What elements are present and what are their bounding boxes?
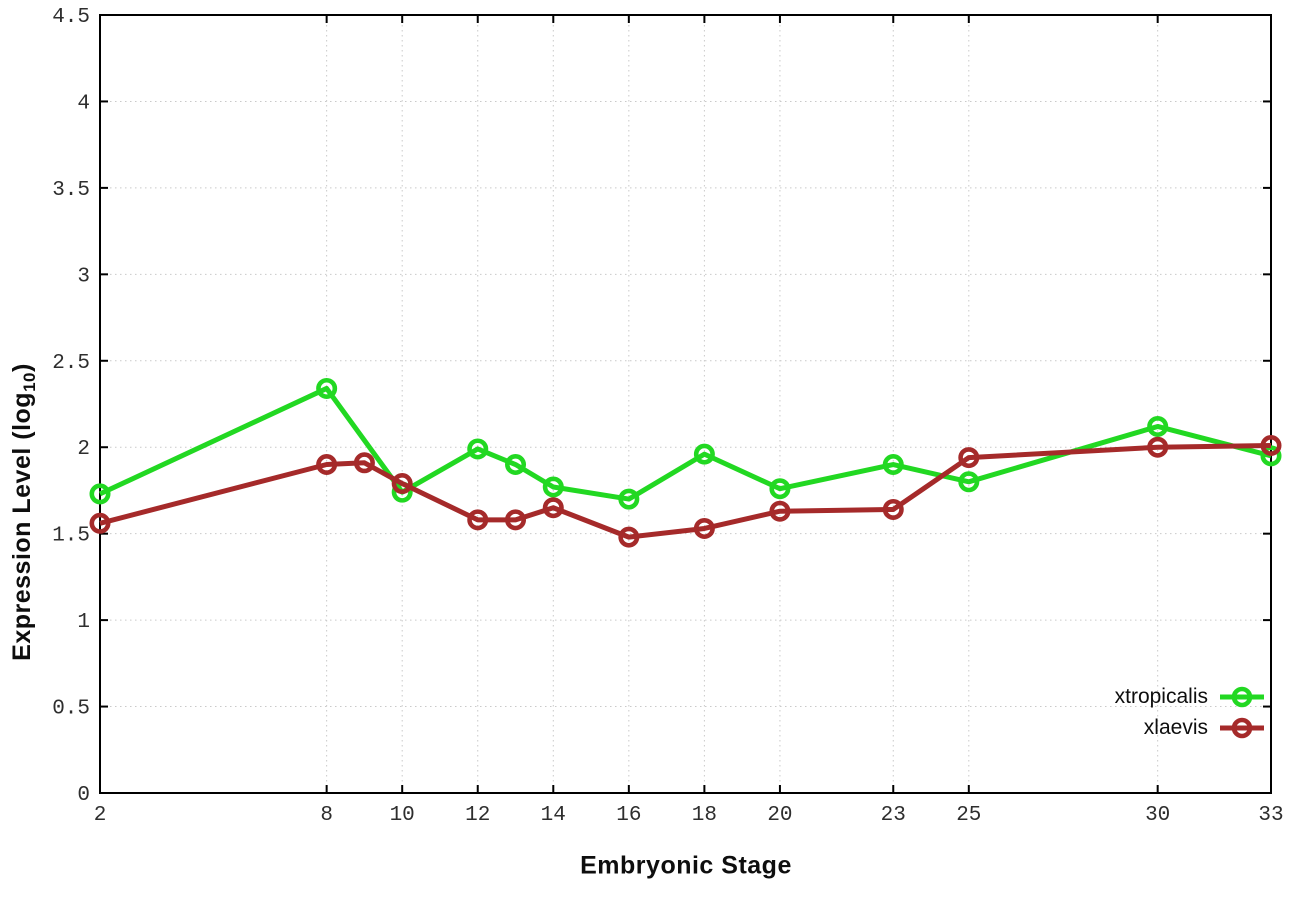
data-point-marker-xtropicalis: [89, 483, 111, 505]
data-point-marker-xlaevis: [882, 498, 904, 520]
x-tick-label: 8: [320, 804, 333, 827]
x-axis-label: Embryonic Stage: [580, 851, 792, 880]
y-tick-label: 3.5: [52, 179, 90, 202]
y-axis-label-subscript: 10: [20, 371, 39, 392]
x-tick-label: 16: [616, 804, 641, 827]
x-tick-label: 23: [881, 804, 906, 827]
legend-sample-line-icon: [1220, 717, 1264, 739]
data-point-marker-xlaevis: [467, 509, 489, 531]
x-tick-label: 18: [692, 804, 717, 827]
data-point-marker-xtropicalis: [958, 471, 980, 493]
data-point-marker-xlaevis: [1260, 434, 1282, 456]
data-point-marker-xtropicalis: [467, 438, 489, 460]
data-point-marker-xtropicalis: [505, 454, 527, 476]
data-point-marker-xtropicalis: [769, 478, 791, 500]
data-point-marker-xtropicalis: [316, 377, 338, 399]
data-point-marker-xtropicalis: [1147, 415, 1169, 437]
legend-sample-line-icon: [1220, 686, 1264, 708]
x-tick-label: 10: [390, 804, 415, 827]
x-tick-label: 14: [541, 804, 566, 827]
data-point-marker-xtropicalis: [542, 476, 564, 498]
legend-row-xtropicalis: xtropicalis: [1115, 684, 1266, 710]
data-point-marker-xlaevis: [505, 509, 527, 531]
x-tick-label: 2: [94, 804, 107, 827]
data-point-marker-xlaevis: [958, 447, 980, 469]
y-tick-label: 0: [77, 784, 90, 807]
data-point-marker-xlaevis: [542, 497, 564, 519]
x-tick-label: 30: [1145, 804, 1170, 827]
legend-row-xlaevis: xlaevis: [1144, 715, 1266, 741]
data-point-marker-xlaevis: [618, 526, 640, 548]
series-line-xtropicalis: [98, 385, 1272, 502]
y-tick-label: 1: [77, 611, 90, 634]
data-point-marker-xlaevis: [769, 500, 791, 522]
x-tick-label: 20: [767, 804, 792, 827]
y-tick-label: 4: [77, 92, 90, 115]
data-point-marker-xtropicalis: [618, 488, 640, 510]
data-point-marker-xlaevis: [353, 452, 375, 474]
y-axis-label-main: Expression Level (log: [8, 391, 36, 661]
legend-label-xtropicalis: xtropicalis: [1114, 685, 1208, 708]
x-tick-label: 25: [956, 804, 981, 827]
chart-legend: xtropicalis xlaevis: [1115, 684, 1266, 741]
y-axis-label: Expression Level (log10): [8, 363, 40, 661]
data-point-marker-xlaevis: [89, 512, 111, 534]
plot-border: [99, 14, 1272, 794]
series-line-xlaevis: [99, 442, 1272, 540]
y-axis-label-end: ): [8, 363, 36, 372]
data-point-marker-xlaevis: [391, 473, 413, 495]
x-tick-label: 33: [1258, 804, 1283, 827]
x-tick-label: 12: [465, 804, 490, 827]
y-tick-label: 1.5: [52, 525, 90, 548]
data-point-marker-xtropicalis: [882, 454, 904, 476]
data-point-marker-xtropicalis: [693, 443, 715, 465]
y-tick-label: 0.5: [52, 698, 90, 721]
data-point-marker-xlaevis: [693, 517, 715, 539]
y-tick-label: 2: [77, 438, 90, 461]
y-tick-label: 2.5: [52, 352, 90, 375]
y-tick-label: 3: [77, 265, 90, 288]
data-point-marker-xlaevis: [1147, 436, 1169, 458]
legend-label-xlaevis: xlaevis: [1143, 716, 1208, 739]
y-tick-label: 4.5: [52, 6, 90, 29]
data-point-marker-xlaevis: [316, 454, 338, 476]
